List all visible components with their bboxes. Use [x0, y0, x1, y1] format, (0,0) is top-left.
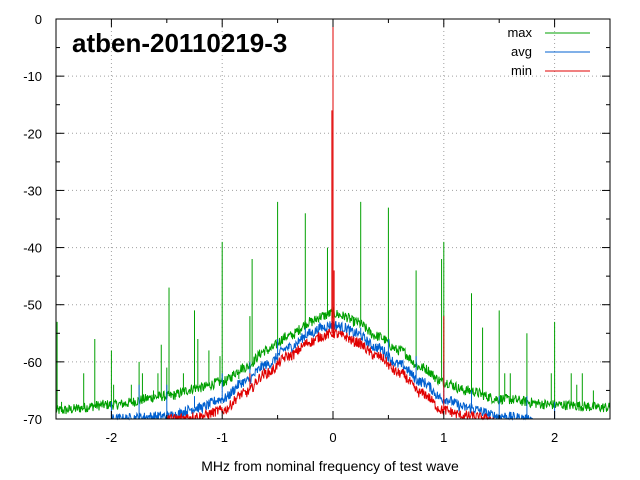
ticks: 0-10-20-30-40-50-60-70-2 -1 0 1 2 — [23, 12, 611, 445]
x-axis-label: MHz from nominal frequency of test wave — [201, 458, 459, 474]
y-tick-label: -60 — [23, 355, 42, 370]
legend: max avg min — [507, 25, 590, 78]
series-layer — [55, 19, 611, 421]
series-line-avg — [111, 320, 533, 421]
legend-label-avg: avg — [511, 44, 532, 59]
x-tick-label: 2 — [551, 430, 558, 445]
y-tick-label: -50 — [23, 298, 42, 313]
y-tick-label: -30 — [23, 183, 42, 198]
chart-title: atben-20110219-3 — [72, 28, 287, 58]
y-tick-label: -70 — [23, 412, 42, 427]
y-tick-label: 0 — [35, 12, 42, 27]
x-tick-label: 0 — [329, 430, 336, 445]
x-tick-label: -1 — [216, 430, 228, 445]
legend-label-min: min — [511, 63, 532, 78]
y-tick-label: -10 — [23, 69, 42, 84]
y-tick-label: -20 — [23, 126, 42, 141]
series-line-min — [166, 328, 494, 421]
y-tick-label: -40 — [23, 241, 42, 256]
series-min — [166, 19, 494, 421]
x-tick-label: 1 — [440, 430, 447, 445]
legend-label-max: max — [507, 25, 532, 40]
x-tick-label: -2 — [106, 430, 118, 445]
